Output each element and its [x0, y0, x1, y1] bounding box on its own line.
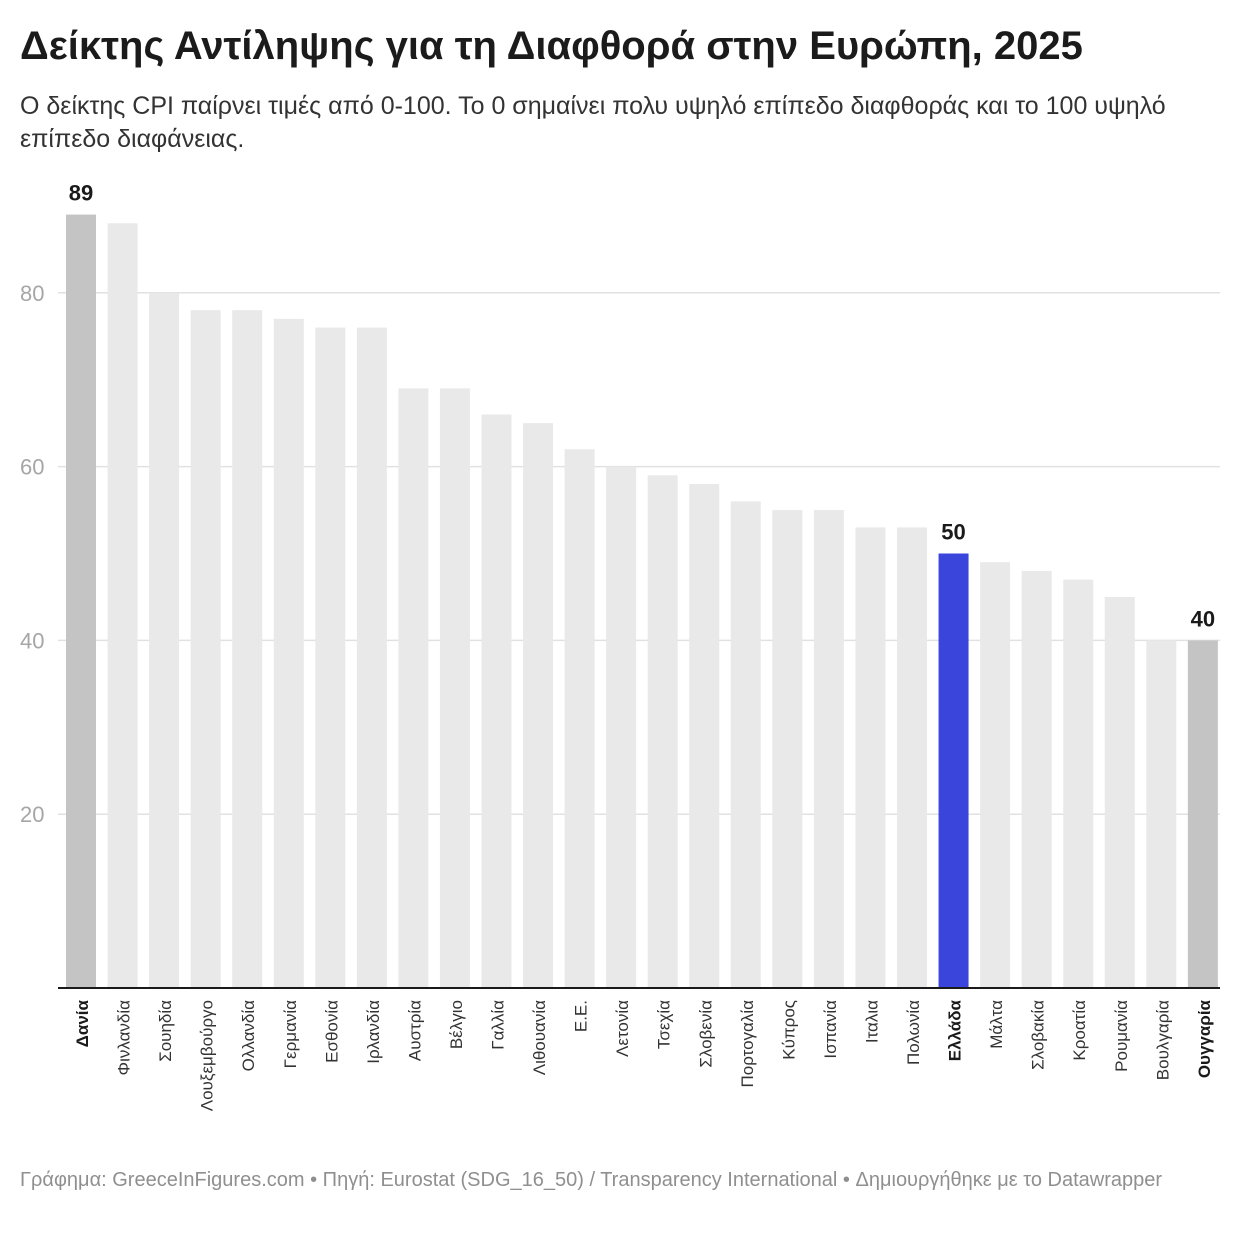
bar-26	[1104, 596, 1135, 988]
category-label-10: Βέλγιο	[447, 1000, 466, 1049]
bar-1	[66, 214, 96, 989]
bar-5	[232, 310, 263, 988]
category-label-7: Εσθονία	[322, 1000, 341, 1063]
category-label-24: Σλοβακία	[1029, 1000, 1048, 1070]
category-label-1: Δανία	[73, 999, 92, 1047]
y-tick-label-80: 80	[20, 281, 44, 306]
bars	[58, 214, 1220, 989]
category-label-3: Σουηδία	[156, 1000, 175, 1062]
category-label-12: Λιθουανία	[530, 1000, 549, 1075]
bar-16	[689, 483, 720, 988]
category-label-6: Γερμανία	[281, 1000, 300, 1069]
category-label-2: Φινλανδία	[115, 1000, 134, 1076]
bar-25	[1063, 579, 1094, 988]
category-label-19: Ισπανία	[821, 1000, 840, 1059]
category-label-18: Κύπρος	[779, 1000, 798, 1060]
bar-chart: 20 40 60 80 89 50 40 Δανία Φινλανδία Σουηδία Λου…	[20, 181, 1220, 1111]
category-label-16: Σλοβενία	[696, 1000, 715, 1068]
bar-11	[481, 414, 512, 988]
category-label-22: Ελλάδα	[946, 999, 965, 1061]
bar-7	[315, 327, 346, 988]
chart-subtitle: Ο δείκτης CPI παίρνει τιμές από 0-100. Τ…	[20, 92, 1166, 153]
category-label-23: Μάλτα	[987, 1000, 1006, 1049]
bar-22	[938, 553, 969, 988]
category-label-27: Βουλγαρία	[1153, 1000, 1172, 1080]
category-label-8: Ιρλανδία	[364, 1000, 383, 1064]
category-label-9: Αυστρία	[405, 1000, 424, 1061]
bar-9	[398, 388, 429, 988]
value-labels: 89 50 40	[69, 181, 1215, 632]
chart-title: Δείκτης Αντίληψης για τη Διαφθορά στην Ε…	[20, 24, 1083, 68]
category-label-15: Τσεχία	[655, 1000, 674, 1049]
category-label-11: Γαλλία	[489, 1000, 508, 1050]
bar-18	[772, 510, 803, 988]
category-label-20: Ιταλια	[862, 1000, 881, 1043]
chart-footer: Γράφημα: GreeceInFigures.com • Πηγή: Eur…	[20, 1169, 1163, 1191]
bar-3	[149, 292, 180, 988]
category-label-26: Ρουμανία	[1112, 1000, 1131, 1072]
y-tick-label-40: 40	[20, 628, 44, 653]
bar-19	[813, 510, 844, 988]
bar-12	[523, 423, 554, 988]
bar-21	[897, 527, 927, 988]
bar-14	[606, 466, 637, 989]
bar-10	[439, 388, 470, 988]
y-tick-label-20: 20	[20, 802, 44, 827]
bar-24	[1021, 570, 1052, 988]
bar-27	[1146, 640, 1177, 988]
bar-15	[647, 475, 678, 988]
value-label-28: 40	[1191, 606, 1215, 631]
bar-28	[1187, 640, 1218, 988]
bar-8	[356, 327, 387, 988]
bar-6	[273, 318, 304, 988]
value-label-1: 89	[69, 181, 93, 206]
bar-2	[107, 223, 138, 988]
bar-23	[980, 562, 1011, 988]
category-labels: Δανία Φινλανδία Σουηδία Λουξεμβούργο Ολλανδί…	[73, 999, 1214, 1111]
category-label-4: Λουξεμβούργο	[198, 1000, 217, 1111]
y-tick-label-60: 60	[20, 455, 44, 480]
category-label-17: Πορτογαλία	[738, 1000, 757, 1088]
category-label-25: Κροατία	[1070, 1000, 1089, 1061]
category-label-28: Ουγγαρία	[1195, 999, 1214, 1078]
value-label-22: 50	[941, 520, 965, 545]
bar-20	[855, 527, 886, 988]
bar-13	[564, 449, 595, 989]
category-label-13: Ε.Ε.	[572, 1000, 591, 1032]
category-label-14: Λετονία	[613, 1000, 632, 1057]
bar-17	[730, 501, 761, 988]
bar-4	[190, 310, 221, 988]
category-label-5: Ολλανδία	[239, 1000, 258, 1072]
category-label-21: Πολωνία	[904, 1000, 923, 1065]
